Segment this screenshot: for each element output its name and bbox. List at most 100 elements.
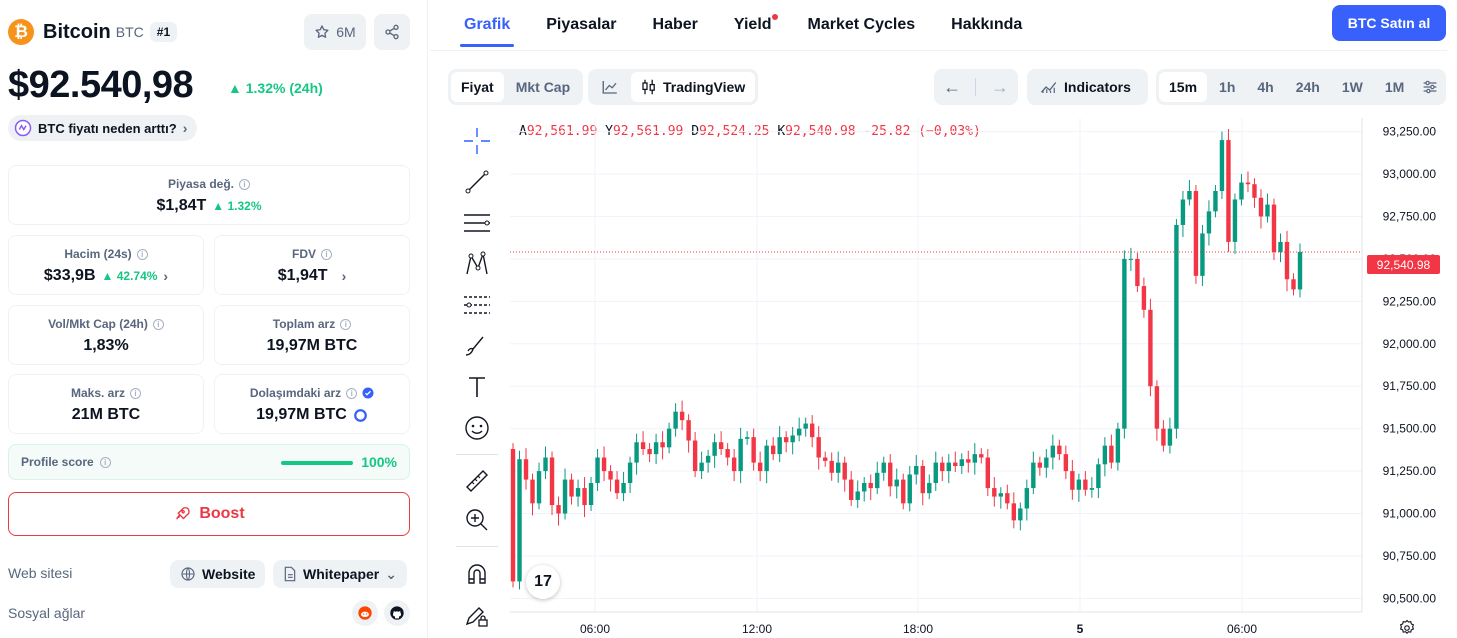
undo-arrow-icon[interactable]: ←: [943, 76, 962, 97]
trend-line-icon[interactable]: [462, 167, 492, 197]
line-chart-button[interactable]: [591, 72, 629, 102]
tradingview-button[interactable]: TradingView: [631, 72, 756, 102]
crosshair-icon[interactable]: [462, 126, 492, 156]
tool-separator: [456, 546, 498, 547]
interval-1h[interactable]: 1h: [1219, 79, 1236, 95]
reddit-icon[interactable]: [352, 600, 378, 626]
candle-body: [790, 435, 795, 443]
brush-icon[interactable]: [462, 331, 492, 361]
buy-btc-button[interactable]: BTC Satın al: [1332, 5, 1446, 41]
market-cap-label: Piyasa değ.: [167, 177, 235, 191]
watchlist-button[interactable]: 6M: [304, 14, 366, 50]
candle-body: [660, 442, 665, 448]
mktcap-mode-button[interactable]: Mkt Cap: [515, 79, 571, 95]
tab-yield-label: Yield: [733, 16, 772, 33]
line-chart-icon: [602, 81, 617, 94]
profile-score-value: 100%: [361, 454, 397, 470]
candle-body: [569, 479, 574, 497]
tab-hakkinda[interactable]: Hakkında: [951, 16, 1023, 33]
info-icon[interactable]: i: [346, 387, 358, 399]
sliders-icon: [1423, 80, 1437, 94]
candle-body: [1005, 493, 1010, 504]
candle-body: [1057, 445, 1062, 455]
why-price-rose-link[interactable]: BTC fiyatı neden arttı? ›: [8, 115, 198, 141]
main-tabs: Grafik Piyasalar Haber Yield Market Cycl…: [446, 0, 1040, 50]
tab-haber[interactable]: Haber: [652, 16, 698, 33]
indicators-button[interactable]: Indicators: [1027, 69, 1148, 105]
pattern-icon[interactable]: [462, 249, 492, 279]
prediction-icon[interactable]: [462, 290, 492, 320]
candle-body: [770, 445, 776, 455]
profile-score-row: Profile score i 100%: [8, 444, 410, 480]
info-icon[interactable]: i: [152, 318, 164, 330]
chart-grid: [510, 118, 1363, 613]
candle-body: [1167, 428, 1173, 446]
fib-lines-icon[interactable]: [462, 208, 492, 238]
price-mode-button[interactable]: Fiyat: [451, 72, 504, 102]
candle-body: [953, 462, 958, 467]
interval-1w[interactable]: 1W: [1341, 79, 1363, 95]
candle-body: [1070, 471, 1075, 490]
share-button[interactable]: [374, 14, 410, 50]
info-icon[interactable]: i: [239, 178, 251, 190]
candle-body: [1031, 462, 1036, 489]
github-glyph-icon: [390, 606, 404, 620]
info-icon[interactable]: i: [136, 248, 148, 260]
text-tool-icon[interactable]: [462, 372, 492, 402]
x-tick-label: 18:00: [903, 622, 933, 636]
gear-icon: [1399, 619, 1415, 635]
boost-button[interactable]: Boost: [8, 492, 410, 536]
chevron-right-icon: ›: [341, 268, 347, 284]
interval-1m[interactable]: 1M: [1384, 79, 1405, 95]
candle-body: [1239, 182, 1244, 200]
rank-badge: #1: [149, 22, 178, 42]
notification-dot: [771, 14, 778, 20]
info-icon[interactable]: i: [321, 248, 332, 260]
tab-grafik[interactable]: Grafik: [446, 0, 528, 50]
tab-market-cycles[interactable]: Market Cycles: [807, 16, 916, 33]
ruler-icon[interactable]: [462, 466, 492, 496]
volume-card[interactable]: Hacim (24s) i $33,9B ▲ 42.74% ›: [8, 235, 204, 295]
candle-body: [914, 466, 919, 475]
candle-body: [849, 479, 854, 500]
lock-drawing-icon[interactable]: [462, 601, 492, 631]
candle-body: [731, 457, 737, 472]
github-icon[interactable]: [384, 600, 410, 626]
fdv-card[interactable]: FDV i $1,94T ›: [214, 235, 410, 295]
tradingview-logo[interactable]: 17: [526, 565, 560, 599]
info-icon[interactable]: i: [130, 387, 142, 399]
website-button[interactable]: Website: [170, 560, 266, 588]
chevron-right-icon: ›: [182, 120, 188, 136]
candle-body: [562, 479, 568, 514]
info-icon[interactable]: i: [99, 456, 111, 468]
candle-body: [1278, 241, 1283, 253]
candle-body: [836, 462, 841, 473]
magnet-icon[interactable]: [462, 560, 492, 590]
zoom-in-icon[interactable]: [462, 505, 492, 535]
candle-body: [556, 505, 561, 514]
redo-arrow-icon[interactable]: →: [990, 76, 1009, 97]
candle-body: [666, 428, 672, 448]
rocket-icon: [176, 507, 190, 520]
info-icon[interactable]: i: [340, 318, 352, 330]
candlestick-icon: [642, 79, 655, 95]
x-axis: 06:00 12:00 18:00 5 06:00: [580, 622, 1257, 636]
interval-4h[interactable]: 4h: [1257, 79, 1274, 95]
whitepaper-dropdown[interactable]: Whitepaper ⌄: [273, 560, 407, 588]
candle-body: [764, 445, 769, 472]
candle-body: [809, 423, 815, 438]
tab-piyasalar[interactable]: Piyasalar: [546, 16, 617, 33]
chart-settings-button[interactable]: [1416, 72, 1444, 102]
candle-body: [705, 455, 711, 463]
candle-body: [901, 479, 906, 504]
document-icon: [284, 566, 296, 582]
watchlist-count: 6M: [336, 24, 356, 40]
profile-score-bar: [281, 461, 353, 465]
candle-body: [575, 488, 581, 497]
interval-24h[interactable]: 24h: [1295, 79, 1320, 95]
emoji-icon[interactable]: [462, 413, 492, 443]
chart-settings-gear-icon[interactable]: [1398, 619, 1416, 638]
tab-yield[interactable]: Yield: [716, 0, 790, 50]
interval-15m[interactable]: 15m: [1159, 72, 1208, 102]
